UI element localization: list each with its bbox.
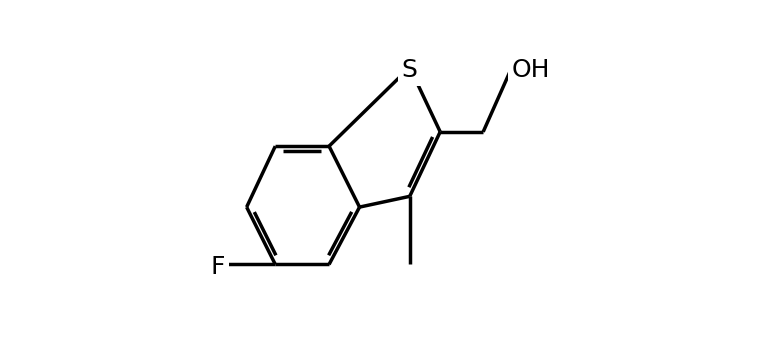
Text: OH: OH: [512, 58, 551, 82]
Text: F: F: [211, 255, 225, 279]
Text: S: S: [402, 58, 417, 82]
